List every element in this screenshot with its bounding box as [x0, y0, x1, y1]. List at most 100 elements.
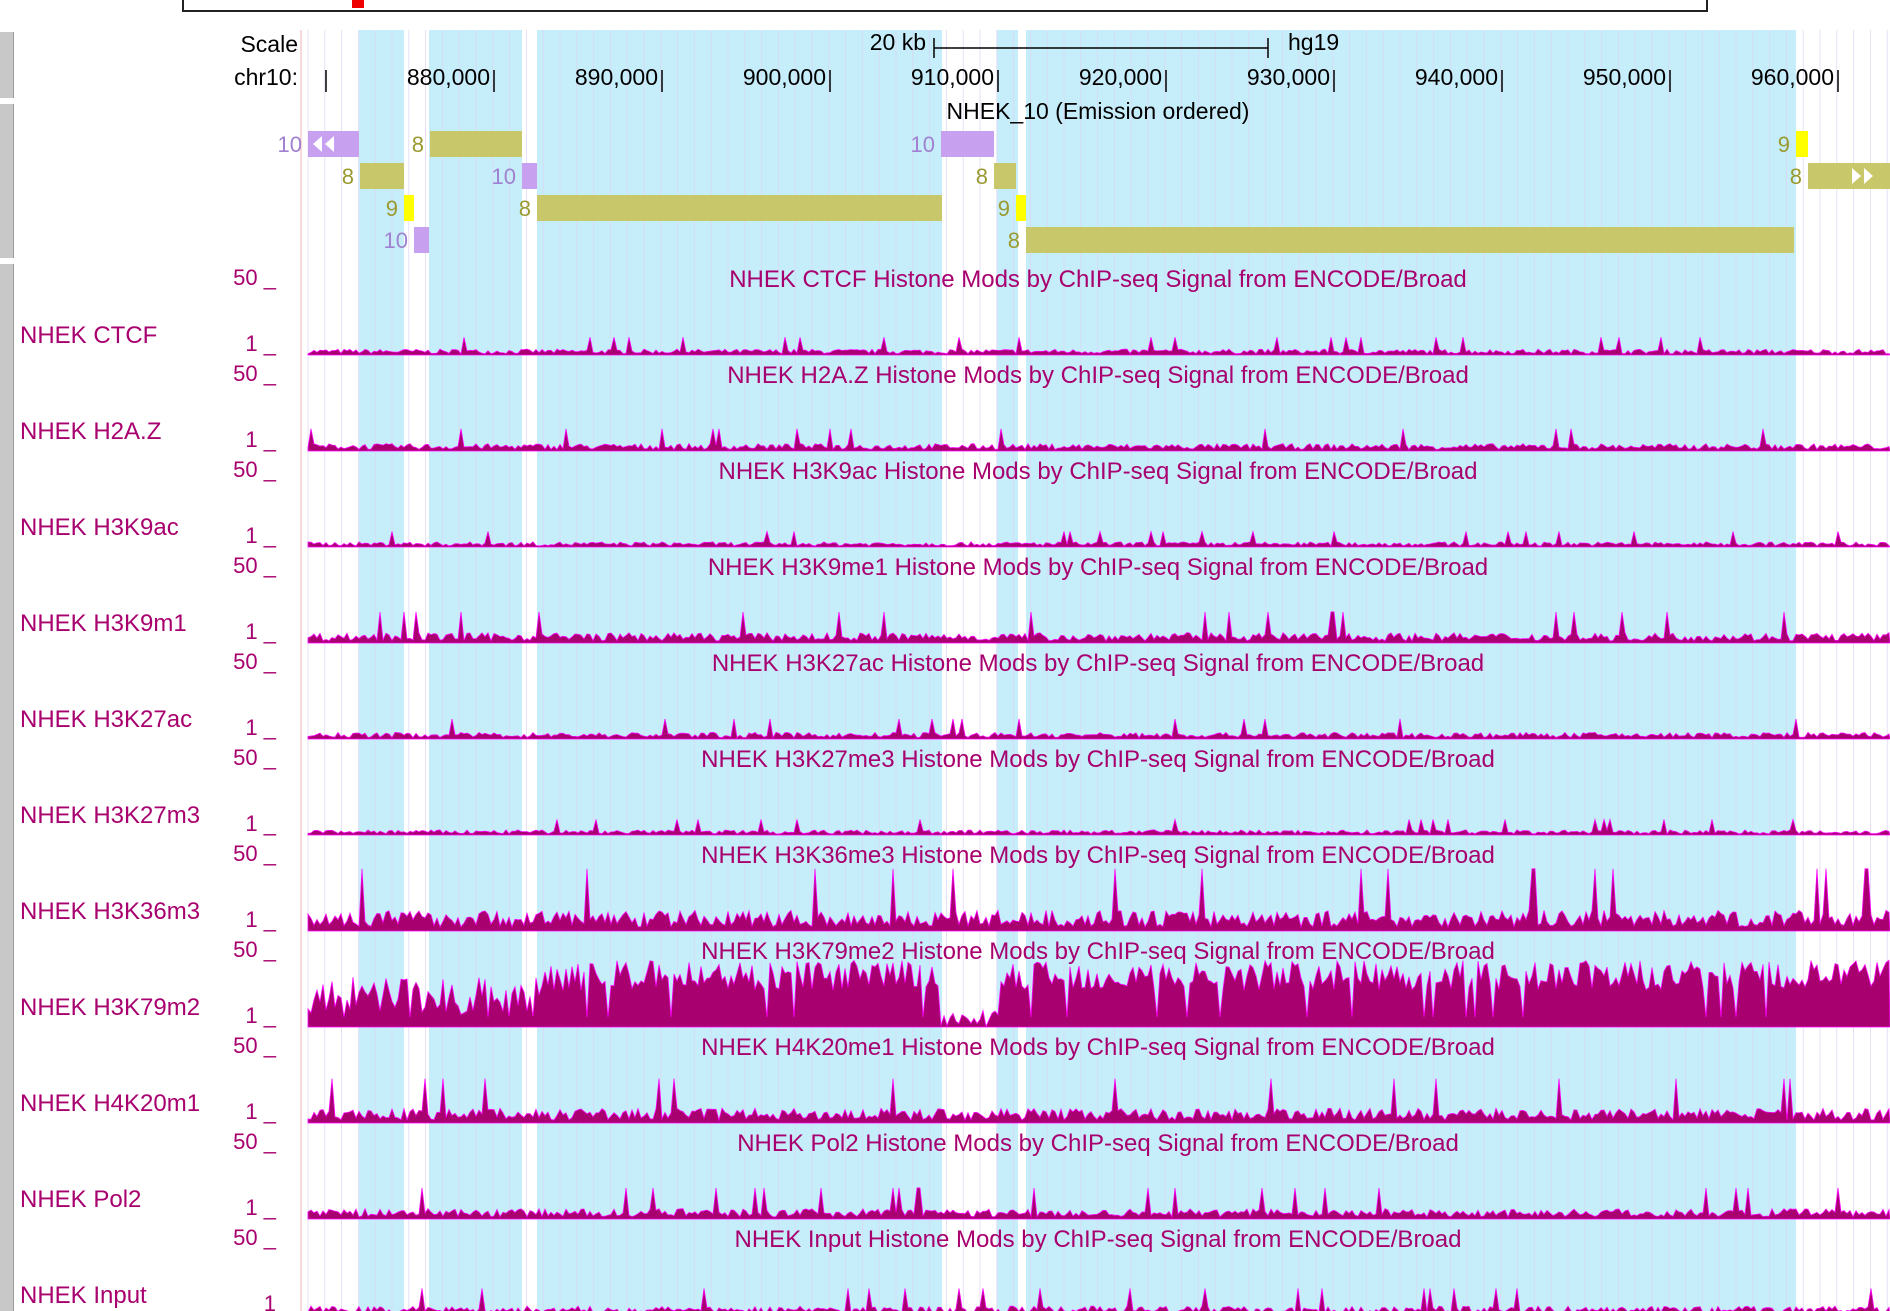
track-min-label: 1 _	[245, 619, 276, 644]
track-min-label: 1	[264, 1291, 276, 1311]
signal-track[interactable]: 50 _ 1 NHEK Input Histone Mods by ChIP-seq…	[233, 1225, 1890, 1311]
hmm-state-block[interactable]	[430, 131, 522, 157]
signal-track[interactable]: 50 _ 1 _ NHEK H3K9ac Histone Mods by ChIP-…	[233, 457, 1890, 548]
track-title: NHEK H3K9me1 Histone Mods by ChIP-seq Si…	[708, 554, 1488, 581]
signal-area	[307, 868, 1890, 932]
track-label[interactable]: NHEK CTCF	[20, 322, 158, 349]
side-tab-signals[interactable]	[0, 264, 14, 1311]
signal-track[interactable]: 50 _ 1 _ NHEK H3K79me2 Histone Mods by ChI…	[233, 937, 1890, 1028]
hmm-state-block[interactable]	[1026, 227, 1794, 253]
ruler-tick-label: 960,000	[1751, 64, 1834, 90]
track-min-label: 1 _	[245, 427, 276, 452]
track-min-label: 1 _	[245, 715, 276, 740]
track-label[interactable]: NHEK H4K20m1	[20, 1090, 201, 1117]
track-label[interactable]: NHEK H3K36m3	[20, 898, 201, 925]
track-label[interactable]: NHEK Input	[20, 1282, 147, 1309]
hmm-state-block[interactable]	[537, 195, 942, 221]
track-min-label: 1 _	[245, 811, 276, 836]
ruler-tick-label: 890,000	[575, 64, 658, 90]
track-max-label: 50 _	[233, 1033, 277, 1058]
signal-track[interactable]: 50 _ 1 _ NHEK Pol2 Histone Mods by ChIP-se…	[233, 1129, 1890, 1220]
signal-area	[307, 1078, 1890, 1124]
hmm-state-block[interactable]	[404, 195, 414, 221]
highlight-marker	[352, 0, 364, 8]
signal-track[interactable]: 50 _ 1 _ NHEK H3K27ac Histone Mods by ChIP…	[233, 649, 1890, 740]
ruler-tick-label: 910,000	[911, 64, 994, 90]
track-title: NHEK CTCF Histone Mods by ChIP-seq Signa…	[729, 266, 1467, 293]
track-title: NHEK H2A.Z Histone Mods by ChIP-seq Sign…	[727, 362, 1469, 389]
track-min-label: 1 _	[245, 1099, 276, 1124]
track-max-label: 50 _	[233, 1225, 277, 1250]
track-label[interactable]: NHEK H2A.Z	[20, 418, 162, 445]
hmm-state-block[interactable]	[414, 227, 429, 253]
highlight-region	[359, 30, 404, 1311]
hmm-state-label: 8	[976, 164, 988, 189]
hmm-states: 10 8 10 98 10 8 89 8 910 8	[278, 131, 1890, 253]
track-title: NHEK H3K36me3 Histone Mods by ChIP-seq S…	[701, 842, 1495, 869]
ruler-tick-label: 930,000	[1247, 64, 1330, 90]
hmm-state-block[interactable]	[994, 163, 1016, 189]
ruler-tick-label: 920,000	[1079, 64, 1162, 90]
track-max-label: 50 _	[233, 649, 277, 674]
hmm-state-label: 9	[386, 196, 398, 221]
hmm-state-label: 8	[519, 196, 531, 221]
scale-bar	[933, 38, 1269, 58]
hmm-state-block[interactable]	[522, 163, 537, 189]
genome-browser: Scale chr10: 20 kb hg19 880,000 890,000 90…	[0, 30, 1890, 1311]
track-min-label: 1 _	[245, 523, 276, 548]
hmm-state-label: 9	[1778, 132, 1790, 157]
track-title: NHEK H3K79me2 Histone Mods by ChIP-seq S…	[701, 938, 1495, 965]
scale-label: Scale	[240, 31, 298, 57]
hmm-state-block[interactable]	[1796, 131, 1808, 157]
hmm-state-label: 9	[998, 196, 1010, 221]
track-label[interactable]: NHEK Pol2	[20, 1186, 142, 1213]
scroll-left-icon[interactable]	[313, 136, 334, 152]
scale-bar-label: 20 kb	[870, 30, 926, 55]
track-title: NHEK H3K27me3 Histone Mods by ChIP-seq S…	[701, 746, 1495, 773]
track-title: NHEK H3K27ac Histone Mods by ChIP-seq Si…	[712, 650, 1484, 677]
track-label[interactable]: NHEK H3K27m3	[20, 802, 201, 829]
track-max-label: 50 _	[233, 745, 277, 770]
signal-track[interactable]: 50 _ 1 _ NHEK H2A.Z Histone Mods by ChIP-s…	[233, 361, 1890, 452]
signal-track[interactable]: 50 _ 1 _ NHEK H3K36me3 Histone Mods by ChI…	[233, 841, 1890, 932]
ruler-ticks: 880,000 890,000 900,000 910,000 920,000 930,0…	[407, 64, 1839, 92]
ruler-tick-label: 940,000	[1415, 64, 1498, 90]
track-label[interactable]: NHEK H3K27ac	[20, 706, 193, 733]
hmm-track-title: NHEK_10 (Emission ordered)	[947, 98, 1250, 124]
position-box[interactable]	[182, 0, 1708, 12]
hmm-state-block[interactable]	[1808, 163, 1890, 189]
track-min-label: 1 _	[245, 1195, 276, 1220]
track-title: NHEK H4K20me1 Histone Mods by ChIP-seq S…	[701, 1034, 1495, 1061]
side-tab-hmm[interactable]	[0, 104, 14, 258]
hmm-state-label: 8	[412, 132, 424, 157]
hmm-state-label: 8	[342, 164, 354, 189]
signal-track[interactable]: 50 _ 1 _ NHEK H3K27me3 Histone Mods by ChI…	[233, 745, 1890, 836]
signal-track[interactable]: 50 _ 1 _ NHEK H3K9me1 Histone Mods by ChIP…	[233, 553, 1890, 644]
assembly-label: hg19	[1288, 30, 1339, 55]
signal-track[interactable]: 50 _ 1 _ NHEK CTCF Histone Mods by ChIP-se…	[233, 265, 1890, 356]
chrom-label: chr10:	[234, 64, 298, 90]
track-label[interactable]: NHEK H3K9m1	[20, 610, 187, 637]
track-title: NHEK Pol2 Histone Mods by ChIP-seq Signa…	[737, 1130, 1459, 1157]
track-min-label: 1 _	[245, 1003, 276, 1028]
side-tab-ruler[interactable]	[0, 32, 14, 98]
scroll-right-icon[interactable]	[1852, 168, 1873, 184]
track-label[interactable]: NHEK H3K79m2	[20, 994, 201, 1021]
signal-area	[307, 337, 1890, 356]
track-label[interactable]: NHEK H3K9ac	[20, 514, 179, 541]
signal-area	[307, 959, 1890, 1028]
signal-track[interactable]: 50 _ 1 _ NHEK H4K20me1 Histone Mods by ChI…	[233, 1033, 1890, 1124]
track-max-label: 50 _	[233, 841, 277, 866]
track-title: NHEK H3K9ac Histone Mods by ChIP-seq Sig…	[719, 458, 1478, 485]
hmm-state-block[interactable]	[1016, 195, 1026, 221]
hmm-state-block[interactable]	[941, 131, 994, 157]
signal-area	[307, 1187, 1890, 1220]
highlight-regions	[359, 30, 1796, 1311]
hmm-state-label: 10	[492, 164, 516, 189]
hmm-state-block[interactable]	[360, 163, 404, 189]
browser-canvas[interactable]: Scale chr10: 20 kb hg19 880,000 890,000 90…	[0, 30, 1890, 1311]
hmm-state-label: 10	[384, 228, 408, 253]
signal-area	[307, 817, 1890, 836]
hmm-state-label: 8	[1790, 164, 1802, 189]
ruler-tick-label: 900,000	[743, 64, 826, 90]
